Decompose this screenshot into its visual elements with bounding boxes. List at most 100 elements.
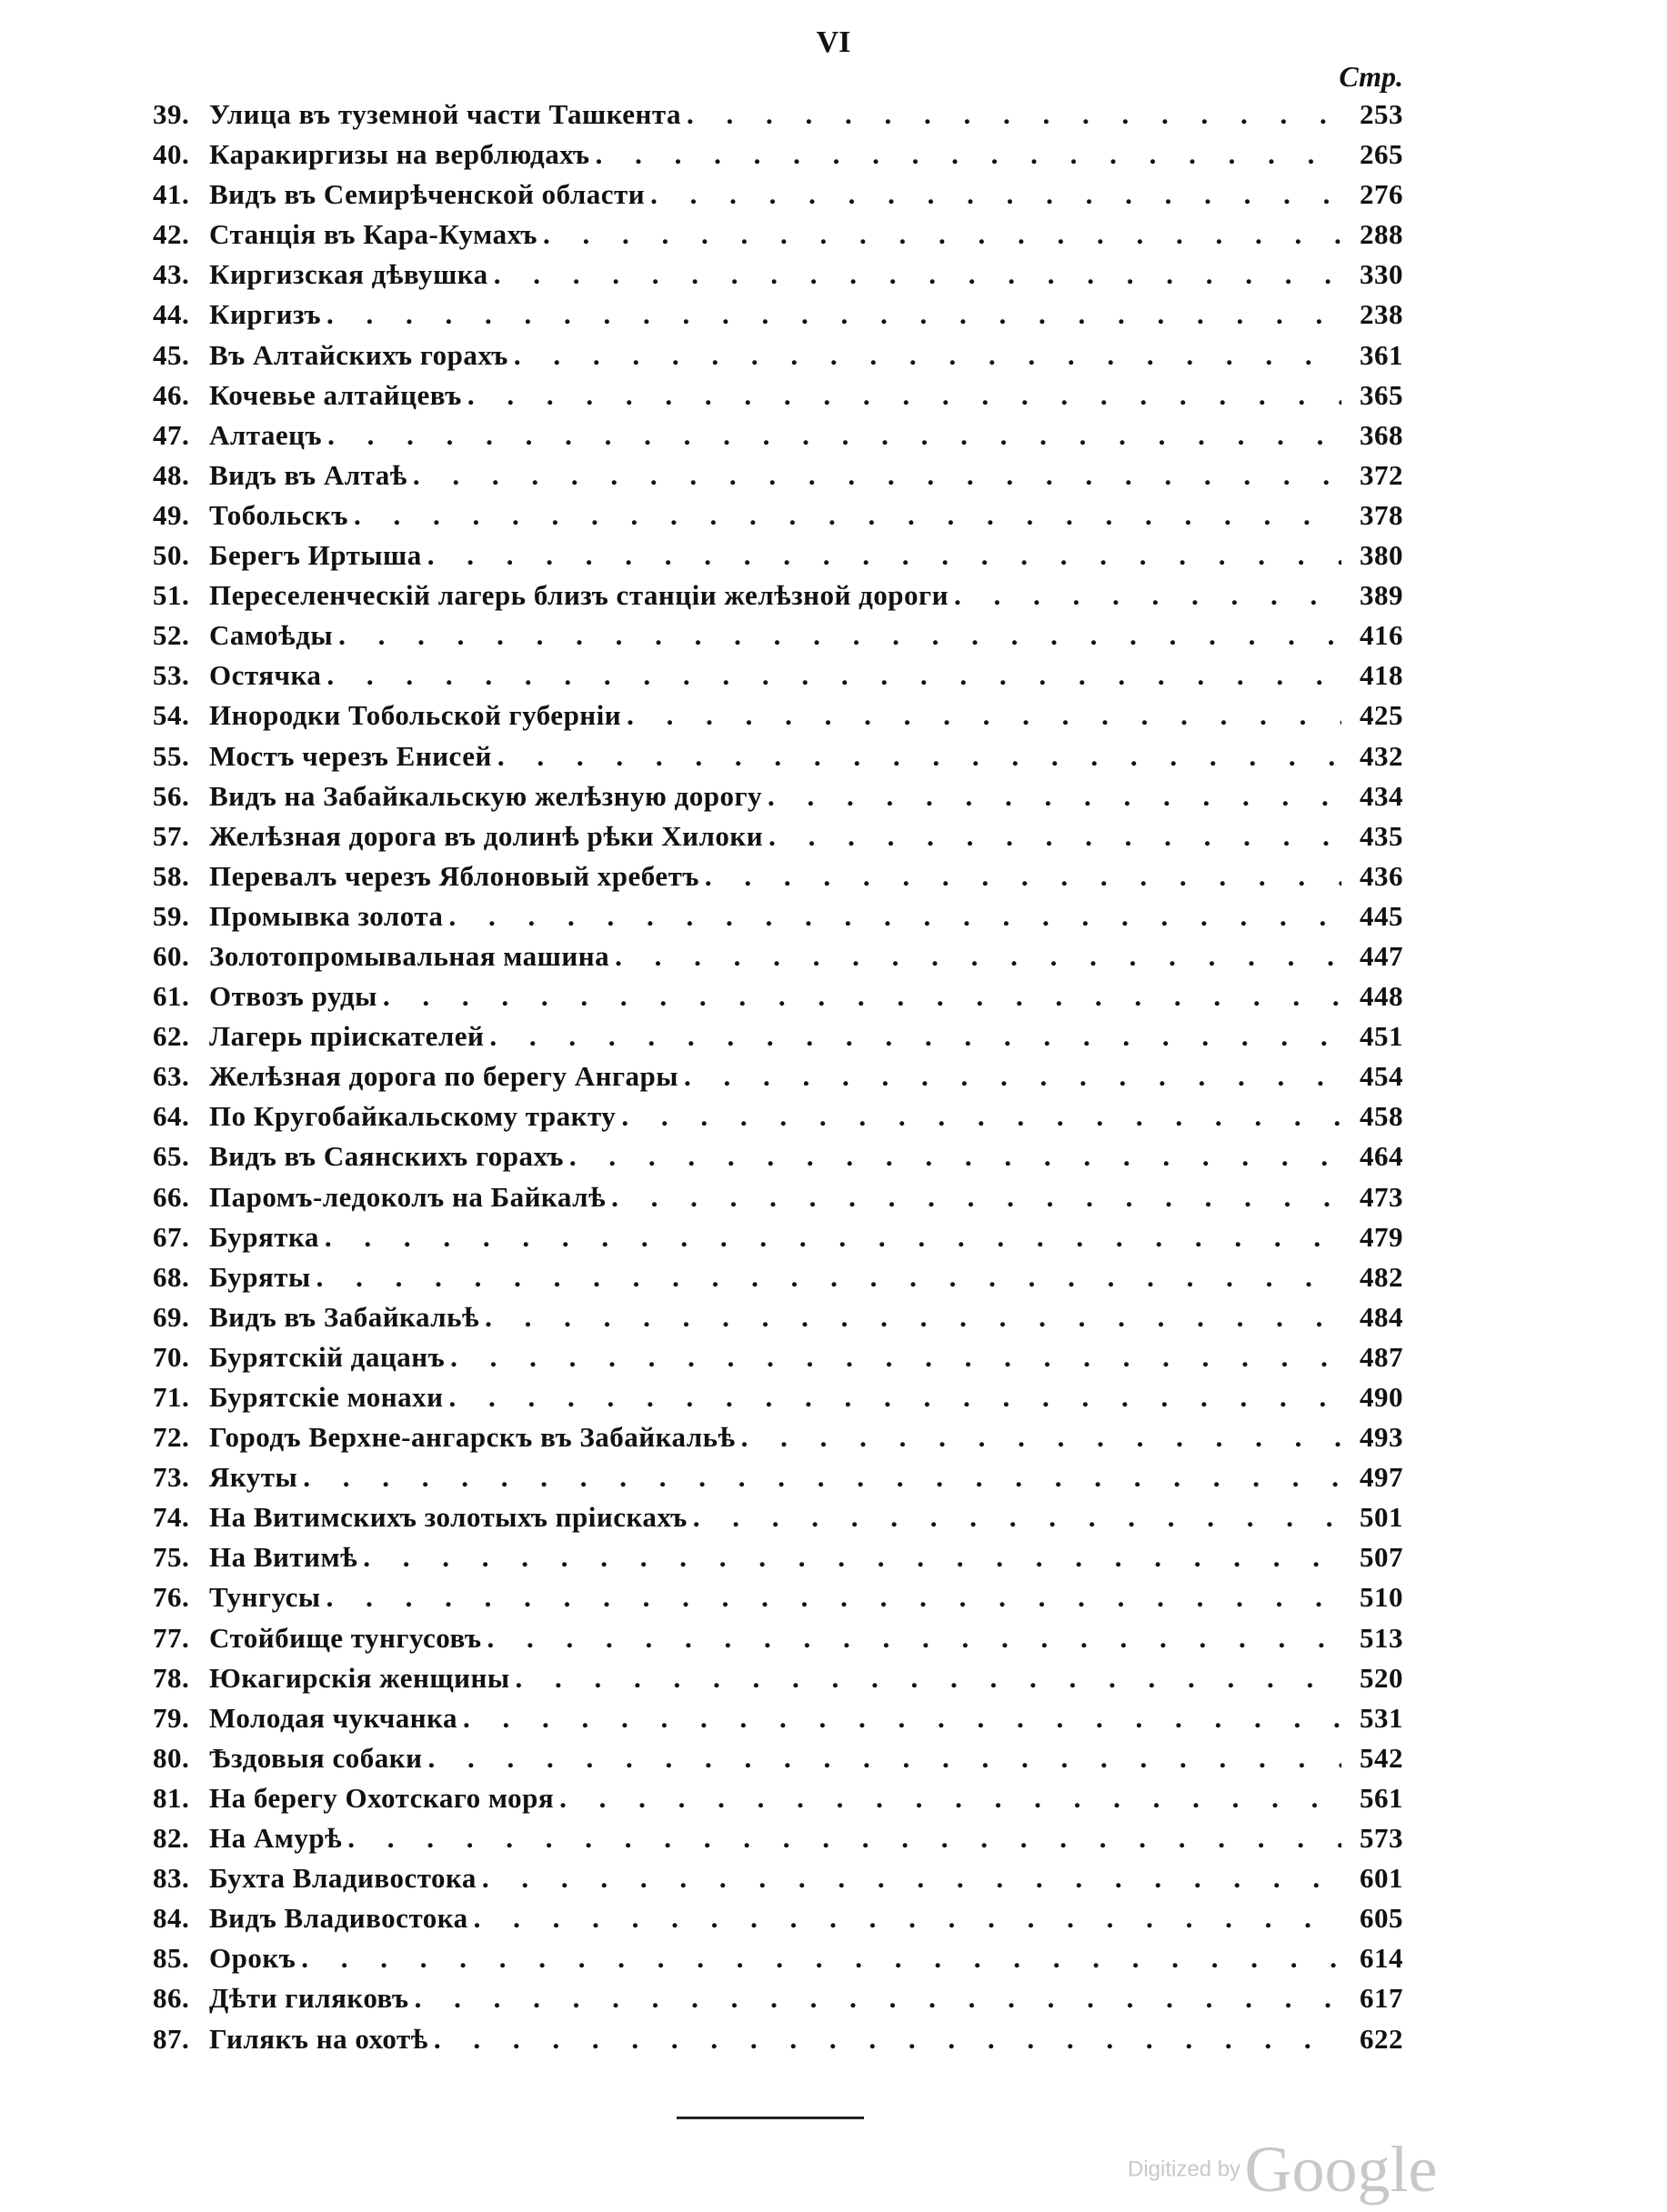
dot-leader	[596, 138, 1341, 171]
entry-page: 432	[1360, 739, 1403, 772]
dot-leader	[347, 1822, 1341, 1855]
dot-leader	[485, 1301, 1341, 1334]
entry-title: Въ Алтайскихъ горахъ	[209, 338, 508, 371]
entry-number: 66.	[153, 1180, 190, 1213]
entry-page: 482	[1360, 1260, 1403, 1293]
entry-page: 447	[1360, 939, 1403, 972]
entry-title: Промывка золота	[209, 899, 444, 932]
dot-leader	[326, 298, 1341, 331]
bottom-rule-divider	[677, 2117, 864, 2119]
entry-page: 238	[1360, 298, 1403, 331]
dot-leader	[325, 1221, 1341, 1254]
entry-number: 70.	[153, 1340, 190, 1373]
entry-title: Якуты	[209, 1461, 298, 1494]
entry-page: 490	[1360, 1381, 1403, 1413]
entry-page: 513	[1360, 1621, 1403, 1654]
entry-page: 622	[1360, 2022, 1403, 2055]
entry-number: 59.	[153, 899, 190, 932]
list-item: 71. Бурятскіе монахи 490	[153, 1381, 1403, 1421]
list-item: 74. На Витимскихъ золотыхъ пріискахъ 501	[153, 1501, 1403, 1541]
entry-page: 561	[1360, 1781, 1403, 1814]
entry-title: Отвозъ руды	[209, 980, 377, 1013]
dot-leader	[450, 1341, 1341, 1374]
entry-page: 435	[1360, 819, 1403, 852]
entry-number: 79.	[153, 1701, 190, 1734]
list-item: 70. Бурятскій дацанъ 487	[153, 1341, 1403, 1381]
list-item: 43. Киргизская дѣвушка 330	[153, 258, 1403, 298]
entry-title: Перевалъ черезъ Яблоновый хребетъ	[209, 859, 699, 892]
dot-leader	[301, 1942, 1341, 1975]
entry-title: Гилякъ на охотѣ	[209, 2022, 428, 2055]
entry-title: Инородки Тобольской губерніи	[209, 699, 622, 732]
entry-title: Кочевье алтайцевъ	[209, 378, 462, 411]
entry-title: Бурятка	[209, 1220, 319, 1253]
list-item: 42. Станція въ Кара-Кумахъ 288	[153, 218, 1403, 258]
entry-number: 43.	[153, 258, 190, 291]
list-item: 58. Перевалъ черезъ Яблоновый хребетъ 436	[153, 860, 1403, 900]
entry-number: 50.	[153, 539, 190, 572]
list-item: 44. Киргизъ 238	[153, 298, 1403, 338]
entry-page: 361	[1360, 338, 1403, 371]
dot-leader	[693, 1501, 1341, 1534]
entry-number: 51.	[153, 579, 190, 612]
entry-title: На Амурѣ	[209, 1822, 343, 1855]
dot-leader	[326, 1581, 1341, 1614]
dot-leader	[482, 1862, 1341, 1895]
list-item: 62. Лагерь пріискателей 451	[153, 1020, 1403, 1060]
entry-number: 75.	[153, 1541, 190, 1574]
list-item: 82. На Амурѣ 573	[153, 1822, 1403, 1862]
entry-page: 605	[1360, 1902, 1403, 1935]
list-item: 68. Буряты 482	[153, 1261, 1403, 1301]
list-item: 54. Инородки Тобольской губерніи 425	[153, 699, 1403, 739]
list-item: 80. Ѣздовыя собаки 542	[153, 1742, 1403, 1782]
entry-number: 87.	[153, 2022, 190, 2055]
entry-title: Видъ въ Алтаѣ	[209, 458, 407, 491]
entry-number: 40.	[153, 138, 190, 171]
dot-leader	[741, 1421, 1341, 1454]
entry-page: 487	[1360, 1340, 1403, 1373]
list-item: 49. Тобольскъ 378	[153, 499, 1403, 539]
entry-number: 44.	[153, 298, 190, 331]
list-item: 84. Видъ Владивостока 605	[153, 1902, 1403, 1942]
dot-leader	[514, 339, 1341, 372]
entry-title: Видъ Владивостока	[209, 1902, 468, 1935]
entry-title: На Витимскихъ золотыхъ пріискахъ	[209, 1501, 688, 1534]
entry-number: 83.	[153, 1862, 190, 1895]
entry-title: Мостъ черезъ Енисей	[209, 739, 492, 772]
entry-page: 445	[1360, 899, 1403, 932]
entry-title: Буряты	[209, 1260, 311, 1293]
dot-leader	[467, 379, 1341, 412]
entry-page: 458	[1360, 1100, 1403, 1133]
list-item: 39. Улица въ туземной части Ташкента 253	[153, 98, 1403, 138]
entry-page: 473	[1360, 1180, 1403, 1213]
list-item: 45. Въ Алтайскихъ горахъ 361	[153, 339, 1403, 379]
list-item: 76. Тунгусы 510	[153, 1581, 1403, 1621]
list-item: 69. Видъ въ Забайкальѣ 484	[153, 1301, 1403, 1341]
entry-number: 64.	[153, 1100, 190, 1133]
entry-number: 73.	[153, 1461, 190, 1494]
entry-number: 65.	[153, 1140, 190, 1173]
entry-title: Улица въ туземной части Ташкента	[209, 98, 682, 130]
entry-title: Самоѣды	[209, 619, 334, 652]
dot-leader	[434, 2023, 1341, 2056]
dot-leader	[768, 780, 1341, 813]
dot-leader	[427, 539, 1341, 572]
entry-number: 77.	[153, 1621, 190, 1654]
entry-page: 451	[1360, 1020, 1403, 1053]
entry-title: Стойбище тунгусовъ	[209, 1621, 482, 1654]
entry-page: 276	[1360, 178, 1403, 211]
list-item: 41. Видъ въ Семирѣченской области 276	[153, 178, 1403, 218]
watermark-prefix: Digitized by	[1128, 2157, 1241, 2182]
dot-leader	[326, 659, 1341, 692]
entry-page: 448	[1360, 980, 1403, 1013]
list-item: 77. Стойбище тунгусовъ 513	[153, 1622, 1403, 1662]
entry-number: 81.	[153, 1781, 190, 1814]
illustration-list: 39. Улица въ туземной части Ташкента 253 40…	[153, 98, 1403, 2063]
entry-page: 265	[1360, 138, 1403, 171]
list-item: 72. Городъ Верхне-ангарскъ въ Забайкальѣ 4…	[153, 1421, 1403, 1461]
entry-title: Тобольскъ	[209, 498, 348, 531]
entry-title: Молодая чукчанка	[209, 1701, 458, 1734]
entry-title: Желѣзная дорога въ долинѣ рѣки Хилоки	[209, 819, 764, 852]
entry-page: 614	[1360, 1942, 1403, 1975]
page-number-folio: VI	[816, 25, 851, 59]
